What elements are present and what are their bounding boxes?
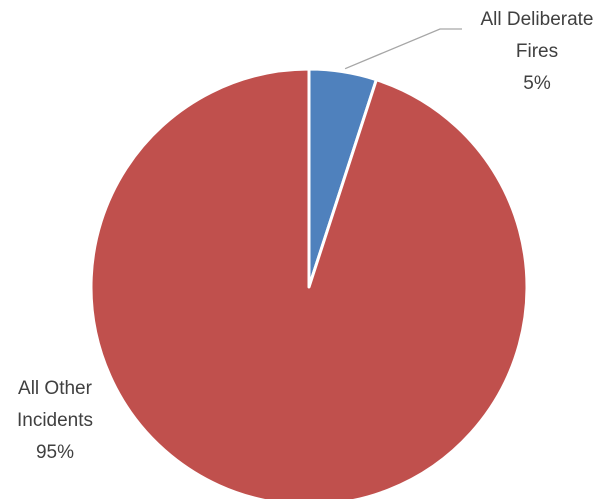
slice-label-other-incidents-line1: All Other [18, 378, 93, 399]
slice-percent-other-incidents: 95% [36, 442, 74, 463]
data-label-deliberate-fires: All Deliberate Fires 5% [481, 9, 594, 94]
slice-label-other-incidents-line2: Incidents [17, 410, 93, 431]
slice-percent-deliberate-fires: 5% [523, 73, 551, 94]
slice-label-deliberate-fires-line2: Fires [516, 41, 558, 62]
data-label-other-incidents: All Other Incidents 95% [17, 378, 93, 463]
pie-slices [89, 67, 529, 499]
slice-label-deliberate-fires-line1: All Deliberate [481, 9, 594, 30]
pie-slice-all-other-incidents [89, 67, 529, 499]
leader-line-deliberate-fires [344, 28, 462, 70]
